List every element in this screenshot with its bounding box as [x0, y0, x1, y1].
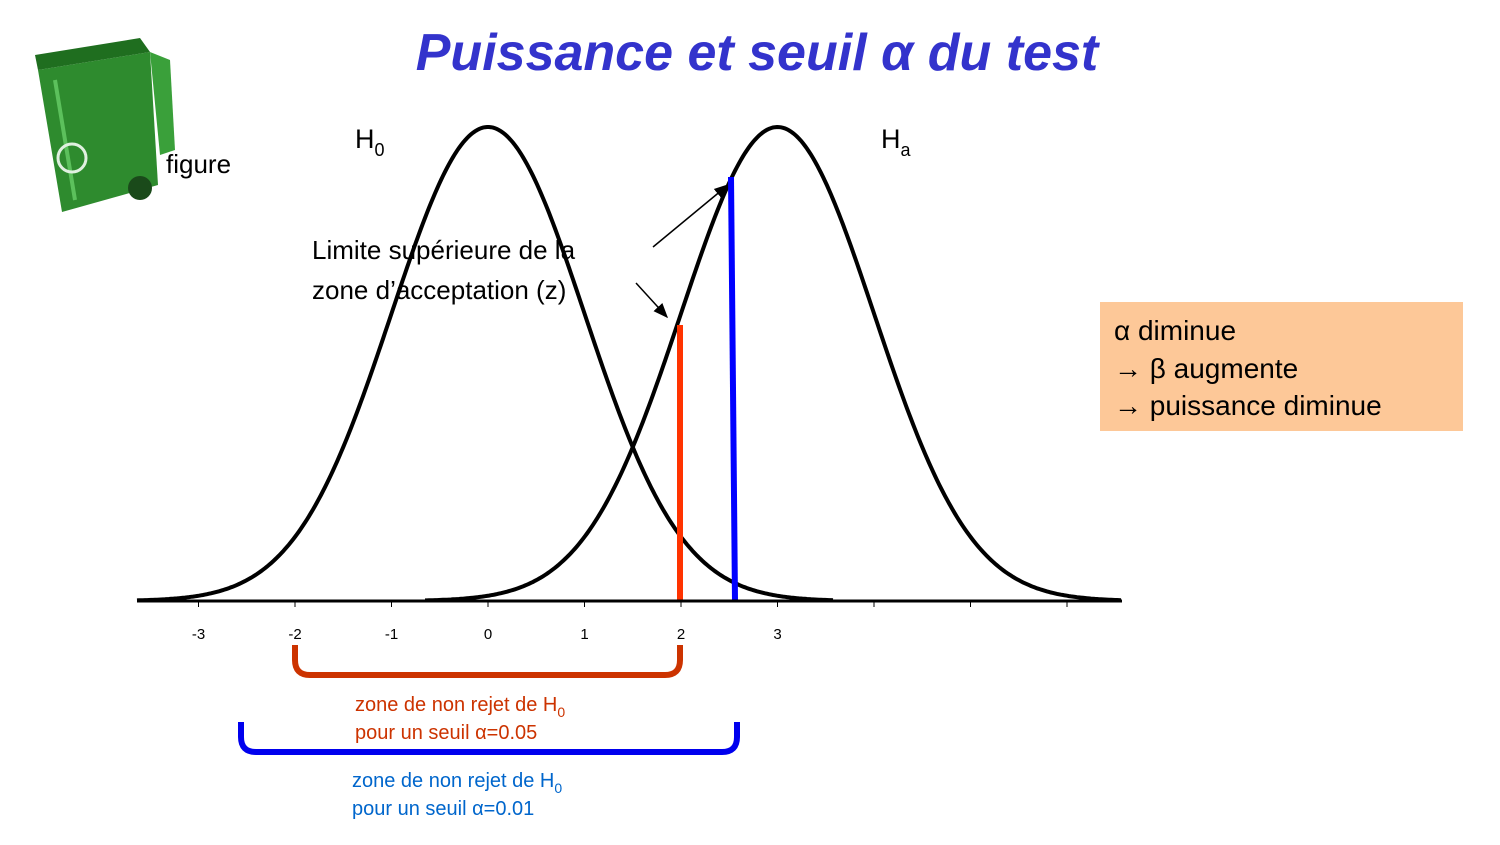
curve-ha [425, 124, 1122, 603]
tick-label: 2 [677, 626, 685, 643]
tick-label: -3 [192, 626, 205, 643]
zone-sub: 0 [554, 780, 562, 796]
ticks: -3 -2 -1 0 1 2 3 [192, 601, 1068, 643]
title: Puissance et seuil α du test [416, 24, 1101, 82]
zone-label: zone de non rejet de H0 [352, 770, 562, 796]
tick-label: -2 [288, 626, 301, 643]
note-line: → β augmente [1114, 353, 1298, 384]
ha-label: Ha [881, 124, 912, 160]
arrow [652, 184, 730, 248]
h0-main: H [355, 124, 375, 154]
h0-label: H0 [355, 124, 385, 160]
note-line: α diminue [1114, 315, 1236, 346]
tick-label: 0 [484, 626, 492, 643]
zone-text: zone de non rejet de H [355, 694, 557, 716]
annotation-line: Limite supérieure de la [312, 235, 576, 265]
note-box [1100, 302, 1463, 431]
h0-sub: 0 [375, 140, 385, 160]
zone-label: zone de non rejet de H0 [355, 694, 565, 720]
zone-label: pour un seuil α=0.01 [352, 798, 534, 820]
zone-sub: 0 [557, 704, 565, 720]
annotation-line: zone d’acceptation (z) [312, 275, 566, 305]
zone-text: zone de non rejet de H [352, 770, 554, 792]
ha-main: H [881, 124, 901, 154]
threshold-001 [728, 176, 738, 602]
note-line: → puissance diminue [1114, 390, 1382, 421]
bracket-005 [292, 645, 683, 678]
arrow [635, 282, 669, 319]
ha-sub: a [901, 140, 912, 160]
icon-label: figure [166, 149, 231, 179]
curves [136, 124, 1122, 603]
bin-icon [35, 38, 175, 212]
zone-label: pour un seuil α=0.05 [355, 722, 537, 744]
tick-label: 1 [580, 626, 588, 643]
curve-h0 [136, 125, 834, 603]
bracket-001 [238, 722, 740, 755]
tick-label: 3 [773, 626, 781, 643]
tick-label: -1 [385, 626, 398, 643]
